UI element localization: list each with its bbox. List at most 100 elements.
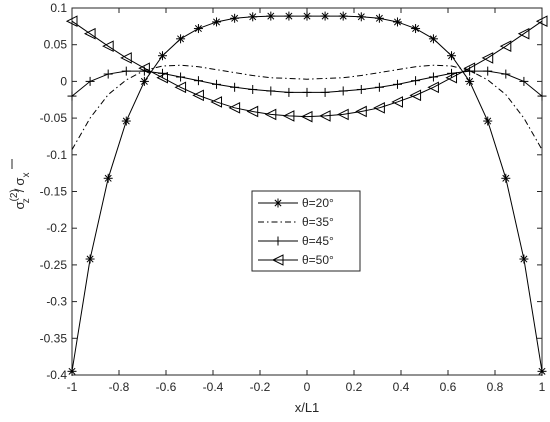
data-point (121, 66, 131, 76)
data-point (409, 89, 422, 102)
data-point (85, 254, 95, 264)
data-point (517, 27, 530, 40)
y-tick-label: 0 (60, 74, 67, 88)
data-point (373, 102, 385, 114)
data-point (193, 24, 203, 34)
data-point (67, 366, 77, 376)
series-2 (71, 64, 543, 150)
x-tick-label: 0.8 (487, 380, 504, 394)
data-point (282, 110, 295, 122)
data-point (302, 87, 312, 97)
data-point (103, 69, 113, 79)
data-point (248, 84, 258, 94)
x-tick-label: 0.6 (440, 380, 457, 394)
y-tick-label: -0.4 (46, 368, 67, 382)
data-point (139, 76, 149, 86)
data-point (427, 81, 439, 94)
data-point (266, 11, 276, 21)
x-tick-label: 0.4 (393, 380, 410, 394)
y-label-slash: / (12, 188, 27, 192)
y-tick-label: -0.05 (40, 111, 68, 125)
data-point (501, 69, 511, 79)
y-tick-label: -0.2 (46, 221, 67, 235)
y-label-sub-den: x (21, 173, 32, 178)
data-point (264, 108, 277, 121)
y-label-sigma-num: σ (12, 201, 27, 209)
legend-label-3: θ=45° (302, 234, 334, 248)
data-point (338, 86, 348, 96)
data-point (174, 81, 187, 94)
data-point (193, 76, 203, 86)
y-tick-label: -0.25 (40, 258, 68, 272)
y-axis: 0.1 0.05 0 -0.05 -0.1 -0.15 -0.2 -0.25 -0.3 -0.35… (40, 1, 542, 382)
data-point (483, 116, 493, 126)
data-point (465, 76, 475, 86)
data-point (537, 366, 547, 376)
legend-label-2: θ=35° (302, 215, 334, 229)
data-point (228, 102, 241, 114)
series-1 (67, 11, 547, 376)
y-axis-label: σ(2)z/σx (9, 159, 32, 209)
data-point (391, 96, 403, 108)
data-point (102, 40, 114, 52)
data-point (284, 11, 294, 21)
data-point (284, 87, 294, 97)
series-line-4 (71, 20, 543, 118)
data-point (338, 11, 348, 21)
x-tick-label: 1 (539, 380, 546, 394)
data-point (65, 15, 78, 28)
data-point (85, 76, 95, 86)
data-point (230, 82, 240, 92)
y-label-sub-num: z (21, 198, 32, 203)
data-point (192, 89, 204, 102)
data-point (120, 52, 132, 64)
y-tick-label: -0.1 (46, 148, 67, 162)
legend-label-1: θ=20° (302, 196, 334, 210)
data-point (176, 72, 186, 82)
x-tick-label: -0.8 (109, 380, 130, 394)
legend-marker-1 (273, 198, 283, 208)
series-group (65, 11, 548, 376)
data-point (83, 27, 96, 40)
data-point (300, 110, 313, 123)
data-point (210, 96, 223, 108)
data-point (499, 40, 512, 52)
data-point (356, 84, 366, 94)
data-point (374, 13, 384, 23)
data-point (445, 71, 458, 84)
y-tick-label: -0.3 (46, 295, 67, 309)
data-point (392, 17, 402, 27)
data-point (411, 24, 421, 34)
data-point (483, 66, 493, 76)
x-tick-label: -1 (67, 380, 78, 394)
legend-label-4: θ=50° (302, 253, 334, 267)
data-point (411, 76, 421, 86)
data-point (121, 116, 131, 126)
data-point (501, 173, 511, 183)
legend: θ=20° θ=35° θ=45° θ=50° (251, 190, 361, 272)
x-tick-label: -0.2 (250, 380, 271, 394)
data-point (302, 11, 312, 21)
data-point (374, 82, 384, 92)
data-point (266, 86, 276, 96)
data-point (463, 62, 476, 74)
data-point (212, 79, 222, 89)
data-point (320, 87, 330, 97)
data-point (355, 105, 367, 118)
data-point (519, 254, 529, 264)
y-tick-label: -0.15 (40, 185, 68, 199)
data-point (230, 13, 240, 23)
data-point (212, 17, 222, 27)
data-point (156, 71, 168, 84)
series-4 (65, 15, 548, 123)
data-point (320, 11, 330, 21)
data-point (138, 62, 150, 74)
series-line-2 (71, 64, 543, 150)
data-point (535, 15, 548, 28)
legend-marker-3 (273, 236, 283, 246)
data-point (356, 12, 366, 22)
data-point (176, 34, 186, 44)
data-point (103, 173, 113, 183)
data-point (318, 110, 331, 122)
